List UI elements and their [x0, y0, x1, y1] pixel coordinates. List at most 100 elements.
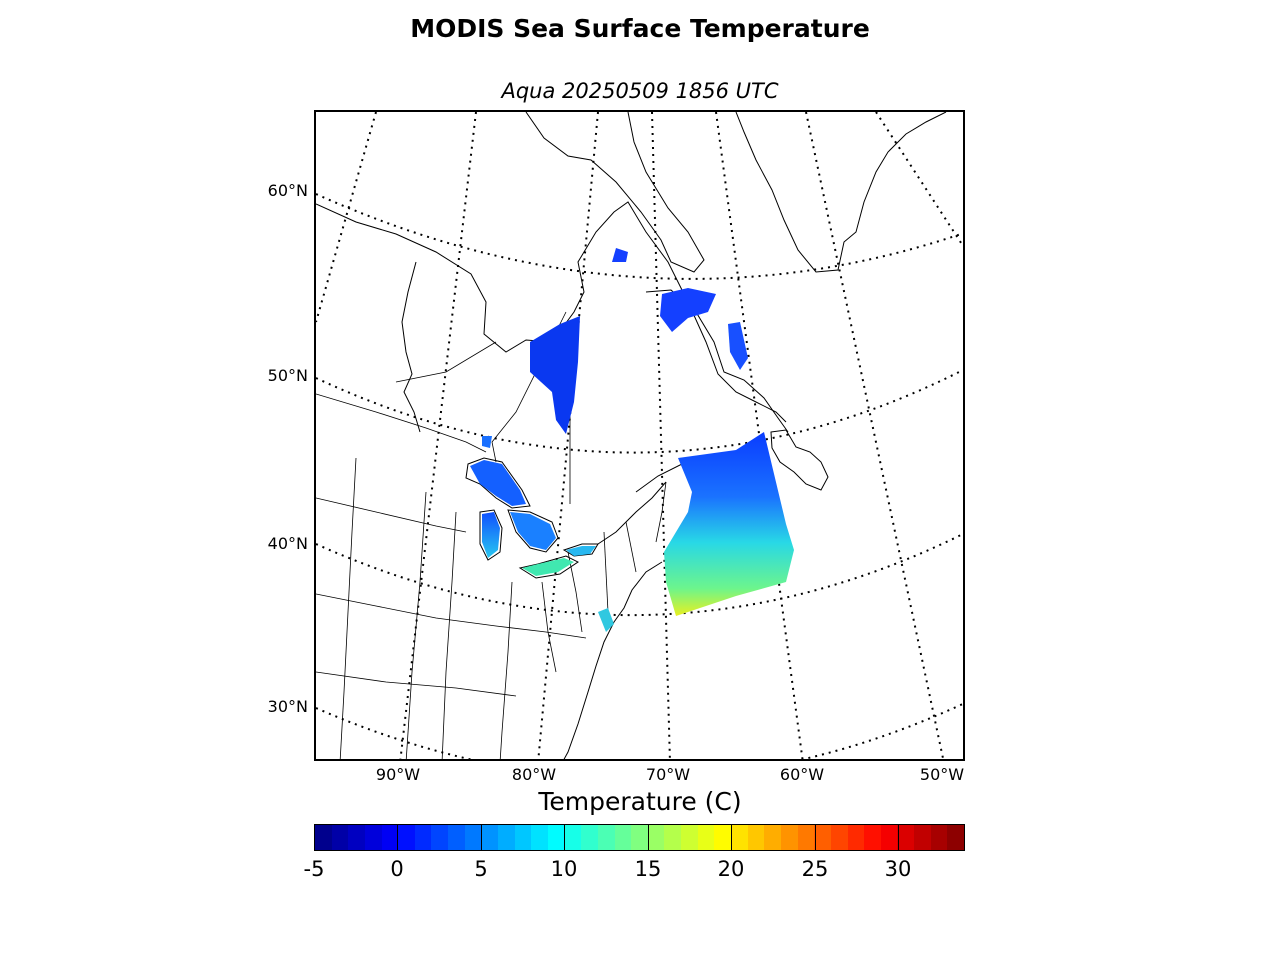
colorbar-tick-mark — [648, 824, 649, 851]
lon-label-50w: 50°W — [919, 765, 965, 784]
political-borders — [316, 311, 667, 759]
figure-title: MODIS Sea Surface Temperature — [410, 14, 870, 43]
colorbar-segment — [315, 825, 332, 850]
colorbar-segment — [814, 825, 831, 850]
lake-michigan-sst — [482, 512, 500, 558]
lake-michigan — [479, 509, 503, 561]
colorbar-tick-mark — [397, 824, 398, 851]
parallel-30n — [316, 702, 963, 759]
colorbar-segment — [464, 825, 482, 850]
meridian-70w — [651, 112, 671, 759]
colorbar-segment — [897, 825, 915, 850]
colorbar-segment — [348, 825, 365, 850]
hudson-bay-swath — [530, 316, 580, 434]
hudson-bay-coastline — [316, 201, 787, 423]
lake-huron-sst — [510, 512, 556, 550]
colorbar-tick-label: 0 — [390, 857, 404, 881]
colorbar-segment — [398, 825, 415, 850]
lake-ontario — [562, 543, 599, 557]
graticule — [316, 112, 963, 759]
colorbar-tick-label: 15 — [634, 857, 662, 881]
lake-huron — [507, 509, 559, 553]
labrador-sea-swath — [728, 322, 748, 370]
colorbar-segment — [930, 825, 948, 850]
colorbar-segment — [581, 825, 598, 850]
colorbar-title: Temperature (C) — [538, 787, 742, 816]
colorbar-tick-label: -5 — [303, 857, 325, 881]
parallel-60n — [316, 193, 963, 280]
coastlines — [316, 112, 947, 759]
parallel-40n — [316, 532, 963, 617]
colorbar-tick-mark — [815, 824, 816, 851]
colorbar-segment — [864, 825, 881, 850]
colorbar-tick-label: 25 — [801, 857, 829, 881]
chesapeake-sst — [598, 608, 614, 632]
lake-ontario-sst — [566, 546, 596, 556]
colorbar-segment — [597, 825, 615, 850]
colorbar-segment — [880, 825, 898, 850]
colorbar-tick-mark — [564, 824, 565, 851]
colorbar-segment — [564, 825, 582, 850]
colorbar-tick-mark — [731, 824, 732, 851]
meridian-80w — [537, 112, 599, 759]
colorbar-segment — [414, 825, 432, 850]
lake-superior-sst — [470, 460, 526, 506]
baffin-island-coastline — [525, 112, 705, 273]
colorbar — [314, 824, 965, 851]
colorbar-segment — [914, 825, 931, 850]
lake-nipigon-sst — [482, 436, 492, 448]
lat-label-50n: 50°N — [267, 366, 308, 385]
colorbar-segment — [797, 825, 815, 850]
colorbar-segment — [731, 825, 748, 850]
colorbar-segment — [664, 825, 682, 850]
lake-erie-sst — [522, 558, 574, 576]
colorbar-segment — [747, 825, 765, 850]
lat-label-30n: 30°N — [267, 697, 308, 716]
colorbar-segment — [448, 825, 465, 850]
colorbar-segment — [780, 825, 798, 850]
lake-superior — [465, 457, 531, 509]
colorbar-segment — [764, 825, 781, 850]
colorbar-segment — [547, 825, 565, 850]
colorbar-tick-label: 20 — [717, 857, 745, 881]
colorbar-segment — [847, 825, 865, 850]
colorbar-tick-mark — [898, 824, 899, 851]
lon-label-90w: 90°W — [375, 765, 421, 784]
colorbar-segment — [631, 825, 648, 850]
colorbar-tick-label: 10 — [550, 857, 578, 881]
davis-strait-swath — [612, 248, 628, 262]
colorbar-tick-label: 30 — [884, 857, 912, 881]
lat-label-40n: 40°N — [267, 534, 308, 553]
lon-label-60w: 60°W — [779, 765, 825, 784]
figure-subtitle: Aqua 20250509 1856 UTC — [501, 79, 779, 103]
colorbar-tick-mark — [481, 824, 482, 851]
colorbar-segment — [364, 825, 382, 850]
colorbar-segment — [830, 825, 848, 850]
colorbar-segment — [498, 825, 515, 850]
meridian-60w — [715, 112, 804, 759]
james-bay-coastline — [401, 261, 421, 433]
colorbar-segment — [381, 825, 399, 850]
colorbar-segment — [681, 825, 698, 850]
colorbar-segment — [431, 825, 449, 850]
colorbar-segment — [697, 825, 715, 850]
st-lawrence-river — [597, 481, 667, 545]
lat-label-60n: 60°N — [267, 181, 308, 200]
map-canvas — [316, 112, 963, 759]
lon-label-70w: 70°W — [645, 765, 691, 784]
atlantic-swath — [664, 432, 794, 616]
colorbar-tick-label: 5 — [474, 857, 488, 881]
greenland-coastline — [735, 112, 947, 273]
map-panel — [314, 110, 965, 761]
meridian-50w — [805, 112, 945, 759]
sst-swaths — [470, 248, 794, 632]
colorbar-segment — [947, 825, 964, 850]
lon-label-80w: 80°W — [511, 765, 557, 784]
newfoundland-coastline — [770, 429, 829, 491]
colorbar-segment — [614, 825, 632, 850]
colorbar-segment — [331, 825, 349, 850]
colorbar-segment — [647, 825, 665, 850]
ungava-swath — [660, 288, 716, 332]
colorbar-segment — [514, 825, 532, 850]
colorbar-segment — [714, 825, 732, 850]
